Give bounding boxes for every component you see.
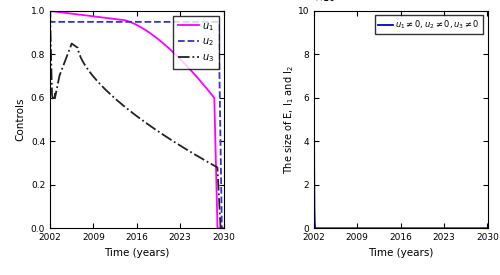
$u_2$ <box>219 227 225 230</box>
$u_2$ <box>78 20 84 24</box>
$u_1$ <box>78 13 84 16</box>
$u_3$ <box>47 9 53 13</box>
$u_3$ <box>151 127 157 130</box>
$u_3$ <box>176 144 182 147</box>
X-axis label: Time (years): Time (years) <box>368 248 434 258</box>
X-axis label: Time (years): Time (years) <box>104 248 170 258</box>
$u_2$ <box>190 20 196 24</box>
$u_3$ <box>220 227 226 230</box>
$u_2$ <box>220 227 226 230</box>
Line: $u_3$: $u_3$ <box>50 11 224 228</box>
$u_2$ <box>160 20 166 24</box>
$u_3$ <box>160 133 166 136</box>
$u_1$ <box>220 227 226 230</box>
$u_2$ <box>114 20 119 24</box>
Legend: $u_1 \neq 0, u_2 \neq 0, u_3 \neq 0$: $u_1 \neq 0, u_2 \neq 0, u_3 \neq 0$ <box>374 15 484 34</box>
$u_1$ <box>47 9 53 13</box>
Line: $u_1$: $u_1$ <box>50 11 224 228</box>
$u_1$ <box>190 71 196 74</box>
$u_1$ <box>214 227 220 230</box>
$u_1$ <box>114 17 119 21</box>
$u_3$ <box>190 152 196 155</box>
$u_2$ <box>176 20 182 24</box>
$u_3$ <box>114 98 119 101</box>
$u_2$ <box>47 9 53 13</box>
$u_3$ <box>218 227 224 230</box>
Line: $u_2$: $u_2$ <box>50 11 224 228</box>
$u_1$ <box>176 57 182 60</box>
Y-axis label: The size of E, I$_1$ and I$_2$: The size of E, I$_1$ and I$_2$ <box>282 65 296 174</box>
Text: $\times 10^5$: $\times 10^5$ <box>314 0 340 4</box>
$u_1$ <box>151 34 157 38</box>
Y-axis label: Controls: Controls <box>15 98 25 141</box>
Legend: $u_1$, $u_2$, $u_3$: $u_1$, $u_2$, $u_3$ <box>173 16 218 69</box>
$u_2$ <box>151 20 157 24</box>
$u_1$ <box>160 42 166 45</box>
$u_3$ <box>78 57 84 61</box>
